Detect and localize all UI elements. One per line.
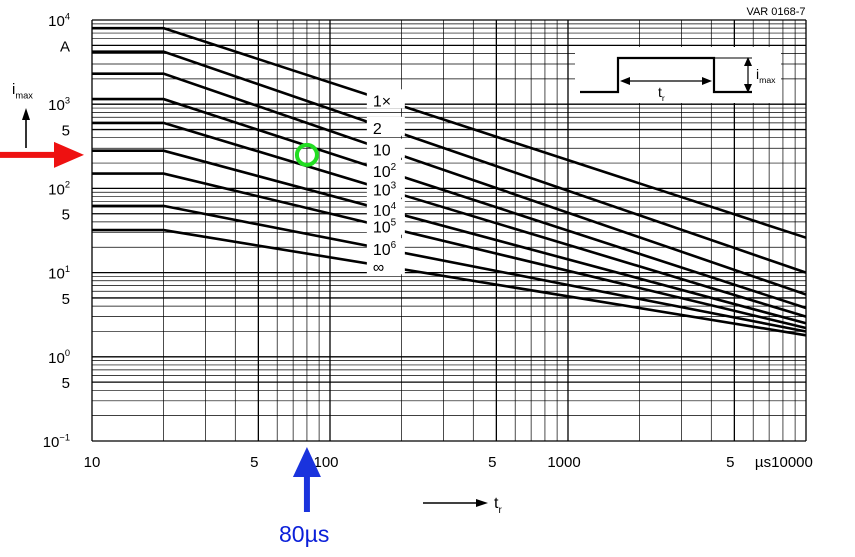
series-label: 103 xyxy=(373,180,397,199)
series-line xyxy=(92,172,807,330)
series-label-bg xyxy=(366,138,405,158)
pulse-width-label: tr xyxy=(658,84,665,103)
y-tick-label: 5 xyxy=(62,291,70,308)
y-tick-label: 10−1 xyxy=(43,432,70,451)
y-tick-label: 101 xyxy=(48,264,70,283)
series-label-bg xyxy=(366,199,405,219)
series-line xyxy=(92,97,807,310)
y-tick-label: 100 xyxy=(48,348,70,367)
code-bg xyxy=(740,3,814,18)
series-line xyxy=(92,149,807,325)
series-line xyxy=(92,228,807,337)
x-tick-label: 10000 xyxy=(771,454,813,471)
series-label: 2 xyxy=(373,121,382,138)
x-axis-label: tr xyxy=(494,495,502,516)
series-label-bg xyxy=(366,215,405,235)
y-tick-label: 102 xyxy=(48,180,70,199)
pulse-inset: tr imax xyxy=(575,47,781,103)
series-line xyxy=(92,50,807,274)
series-label-bg xyxy=(366,178,405,198)
pulse-width-arrow-left xyxy=(620,77,630,85)
y-tick-label: A xyxy=(60,38,70,55)
current-arrow-shaft xyxy=(0,151,56,158)
series-line xyxy=(92,121,807,318)
x-tick-label: 5 xyxy=(250,454,258,471)
series-line xyxy=(92,26,807,239)
y-axis-arrow-head xyxy=(22,108,30,120)
series-label: 1× xyxy=(373,93,391,110)
series-label: 105 xyxy=(373,218,397,237)
annotations xyxy=(0,141,321,512)
x-tick-label: 5 xyxy=(726,454,734,471)
series-label-bg xyxy=(366,116,405,136)
series-line xyxy=(92,204,807,333)
series-label-bg xyxy=(366,255,405,275)
time-arrow-head xyxy=(292,447,321,477)
series-label-bg xyxy=(366,238,405,258)
current-arrow-head xyxy=(54,141,84,168)
y-tick-label: 5 xyxy=(62,123,70,140)
series-line xyxy=(92,72,807,296)
amplitude-arrow-bottom xyxy=(744,84,752,93)
y-tick-label: 5 xyxy=(62,375,70,392)
y-tick-label: 5 xyxy=(62,207,70,224)
amplitude-label: imax xyxy=(756,66,776,85)
series-label-bg xyxy=(366,160,405,180)
grid xyxy=(91,19,807,442)
pulse-width-arrow-right xyxy=(702,77,712,85)
series-label: 102 xyxy=(373,162,397,181)
figure-code: VAR 0168-7 xyxy=(746,6,805,18)
x-tick-label: 10 xyxy=(84,454,101,471)
time-annotation-label: 80µs xyxy=(279,521,330,547)
pulse-shape xyxy=(580,56,752,94)
operating-point-marker xyxy=(294,142,319,167)
series-label: ∞ xyxy=(373,259,384,276)
inset-bg xyxy=(575,47,781,103)
series-label: 10 xyxy=(373,143,391,160)
y-tick-label: 104 xyxy=(48,11,70,30)
series-label: 106 xyxy=(373,240,397,259)
series-label-bg xyxy=(366,89,405,109)
x-tick-label: 1000 xyxy=(547,454,580,471)
x-unit-label: µs xyxy=(755,454,771,471)
x-tick-label: 100 xyxy=(313,454,338,471)
y-axis-label: imax xyxy=(12,81,33,101)
x-tick-label: 5 xyxy=(488,454,496,471)
amplitude-arrow-top xyxy=(744,57,752,66)
time-arrow-shaft xyxy=(303,474,310,512)
x-axis-arrow-head xyxy=(476,499,488,507)
y-tick-label: 103 xyxy=(48,95,70,114)
